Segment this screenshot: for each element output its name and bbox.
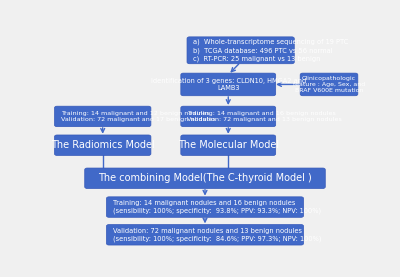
Text: Identification of 3 genes: CLDN10, HMGA2 and
LAMB3: Identification of 3 genes: CLDN10, HMGA2… bbox=[151, 78, 306, 91]
FancyBboxPatch shape bbox=[181, 73, 276, 96]
FancyBboxPatch shape bbox=[181, 135, 276, 155]
Text: a)  Whole-transcriptome sequencing of 19 PTC
b)  TCGA database: 496 PTC vs 56 no: a) Whole-transcriptome sequencing of 19 … bbox=[193, 39, 348, 62]
Text: Training: 14 malignant and 16 benign nodules
Validation: 72 malignant and 13 ben: Training: 14 malignant and 16 benign nod… bbox=[187, 111, 342, 122]
Text: The Molecular Model: The Molecular Model bbox=[178, 140, 279, 150]
FancyBboxPatch shape bbox=[106, 197, 304, 217]
FancyBboxPatch shape bbox=[85, 168, 325, 189]
FancyBboxPatch shape bbox=[187, 37, 294, 64]
FancyBboxPatch shape bbox=[106, 225, 304, 245]
FancyBboxPatch shape bbox=[181, 106, 276, 127]
Text: Training: 14 malignant and 12 benign nodules
Validation: 72 malignant and 17 ben: Training: 14 malignant and 12 benign nod… bbox=[61, 111, 216, 122]
FancyBboxPatch shape bbox=[54, 135, 151, 155]
Text: Validation: 72 malignant nodules and 13 benign nodules
(sensibility: 100%; speci: Validation: 72 malignant nodules and 13 … bbox=[113, 228, 321, 242]
Text: Training: 14 malignant nodules and 16 benign nodules
(sensibility: 100%; specifi: Training: 14 malignant nodules and 16 be… bbox=[113, 200, 321, 214]
FancyBboxPatch shape bbox=[54, 106, 151, 127]
Text: The Radiomics Model: The Radiomics Model bbox=[51, 140, 154, 150]
Text: The combining Model(The C-thyroid Model ): The combining Model(The C-thyroid Model … bbox=[98, 173, 312, 183]
FancyBboxPatch shape bbox=[300, 73, 358, 96]
Text: Clinicopathologic
feature : Age, Sex, and
BRAF V600E mutation: Clinicopathologic feature : Age, Sex, an… bbox=[293, 76, 365, 93]
